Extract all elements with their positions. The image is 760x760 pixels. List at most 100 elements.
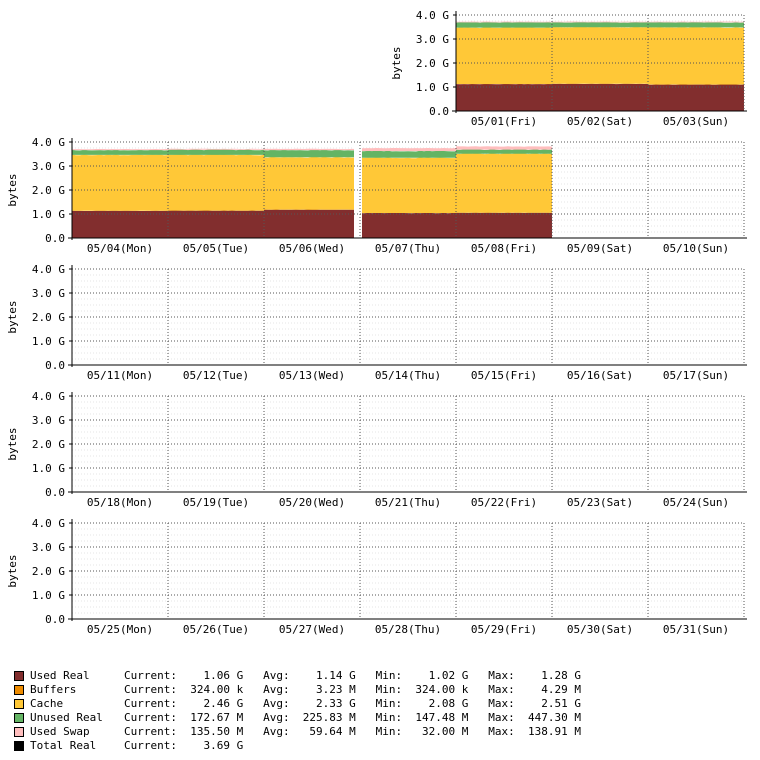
x-tick-label: 05/21(Thu) bbox=[375, 496, 441, 509]
x-tick-label: 05/19(Tue) bbox=[183, 496, 249, 509]
y-tick-label: 3.0 G bbox=[32, 160, 65, 173]
x-tick-label: 05/22(Fri) bbox=[471, 496, 537, 509]
x-tick-label: 05/26(Tue) bbox=[183, 623, 249, 636]
x-tick-label: 05/12(Tue) bbox=[183, 369, 249, 382]
x-tick-label: 05/24(Sun) bbox=[663, 496, 729, 509]
used-real-area bbox=[552, 83, 648, 111]
legend-swatch bbox=[14, 671, 24, 681]
cache-area bbox=[264, 156, 360, 210]
y-tick-label: 0.0 bbox=[429, 105, 449, 118]
y-tick-label: 1.0 G bbox=[32, 335, 65, 348]
x-tick-label: 05/14(Thu) bbox=[375, 369, 441, 382]
used-real-area bbox=[648, 84, 744, 111]
legend-item-buffers: Buffers Current: 324.00 k Avg: 3.23 M Min… bbox=[14, 683, 581, 697]
unused-real-area bbox=[456, 149, 552, 154]
y-tick-label: 0.0 bbox=[45, 486, 65, 499]
used-swap-area bbox=[360, 148, 456, 151]
legend-name: Total Real bbox=[30, 739, 97, 752]
unused-real-area bbox=[264, 149, 360, 158]
x-tick-label: 05/17(Sun) bbox=[663, 369, 729, 382]
used-swap-area bbox=[456, 146, 552, 150]
legend-item-used-real: Used Real Current: 1.06 G Avg: 1.14 G Min… bbox=[14, 669, 581, 683]
x-tick-label: 05/31(Sun) bbox=[663, 623, 729, 636]
x-tick-label: 05/07(Thu) bbox=[375, 242, 441, 255]
legend-item-used-swap: Used Swap Current: 135.50 M Avg: 59.64 M … bbox=[14, 725, 581, 739]
cache-area bbox=[360, 157, 456, 213]
x-tick-label: 05/04(Mon) bbox=[87, 242, 153, 255]
unused-real-area bbox=[552, 21, 648, 28]
y-tick-label: 0.0 bbox=[45, 359, 65, 372]
x-tick-label: 05/02(Sat) bbox=[567, 115, 633, 128]
used-real-area bbox=[456, 212, 552, 238]
x-tick-label: 05/25(Mon) bbox=[87, 623, 153, 636]
y-tick-label: 2.0 G bbox=[32, 184, 65, 197]
x-tick-label: 05/15(Fri) bbox=[471, 369, 537, 382]
x-tick-label: 05/06(Wed) bbox=[279, 242, 345, 255]
y-tick-label: 1.0 G bbox=[416, 81, 449, 94]
x-tick-label: 05/28(Thu) bbox=[375, 623, 441, 636]
legend-swatch bbox=[14, 699, 24, 709]
y-axis-label: bytes bbox=[6, 554, 19, 587]
legend-stats: Current: 135.50 M Avg: 59.64 M Min: 32.0… bbox=[124, 725, 581, 738]
y-tick-label: 4.0 G bbox=[416, 9, 449, 22]
memory-usage-chart: bytes 0.0 1.0 G 2.0 G 3.0 G 4.0 G 05/01(Fri) 05… bbox=[6, 9, 747, 636]
used-real-area bbox=[168, 210, 264, 238]
used-swap-area bbox=[264, 148, 360, 151]
y-tick-label: 2.0 G bbox=[32, 311, 65, 324]
y-axis-label: bytes bbox=[6, 173, 19, 206]
legend-item-unused-real: Unused Real Current: 172.67 M Avg: 225.83… bbox=[14, 711, 581, 725]
y-tick-label: 4.0 G bbox=[32, 263, 65, 276]
cache-area bbox=[552, 26, 648, 84]
legend-stats: Current: 324.00 k Avg: 3.23 M Min: 324.0… bbox=[124, 683, 581, 696]
used-real-area bbox=[72, 210, 168, 238]
used-swap-area bbox=[456, 21, 552, 23]
used-swap-area bbox=[168, 148, 264, 150]
x-tick-label: 05/09(Sat) bbox=[567, 242, 633, 255]
legend-stats: Current: 172.67 M Avg: 225.83 M Min: 147… bbox=[124, 711, 581, 724]
y-tick-label: 4.0 G bbox=[32, 517, 65, 530]
x-tick-label: 05/05(Tue) bbox=[183, 242, 249, 255]
x-tick-label: 05/27(Wed) bbox=[279, 623, 345, 636]
x-tick-label: 05/18(Mon) bbox=[87, 496, 153, 509]
x-tick-label: 05/29(Fri) bbox=[471, 623, 537, 636]
unused-real-area bbox=[648, 22, 744, 28]
y-tick-label: 2.0 G bbox=[32, 565, 65, 578]
unused-real-area bbox=[168, 149, 264, 155]
legend-swatch bbox=[14, 727, 24, 737]
used-swap-area bbox=[552, 21, 648, 23]
x-tick-label: 05/13(Wed) bbox=[279, 369, 345, 382]
x-tick-label: 05/30(Sat) bbox=[567, 623, 633, 636]
legend-stats: Current: 3.69 G bbox=[124, 739, 244, 752]
cache-area bbox=[72, 154, 168, 211]
x-tick-label: 05/03(Sun) bbox=[663, 115, 729, 128]
x-tick-label: 05/23(Sat) bbox=[567, 496, 633, 509]
x-tick-label: 05/11(Mon) bbox=[87, 369, 153, 382]
x-tick-label: 05/01(Fri) bbox=[471, 115, 537, 128]
y-tick-label: 1.0 G bbox=[32, 208, 65, 221]
x-tick-label: 05/16(Sat) bbox=[567, 369, 633, 382]
legend-stats: Current: 1.06 G Avg: 1.14 G Min: 1.02 G … bbox=[124, 669, 581, 682]
legend-name: Used Swap bbox=[30, 725, 90, 738]
used-real-area bbox=[456, 83, 552, 111]
y-tick-label: 2.0 G bbox=[32, 438, 65, 451]
cache-area bbox=[648, 27, 744, 85]
y-tick-label: 0.0 bbox=[45, 232, 65, 245]
used-real-area bbox=[264, 209, 360, 238]
y-tick-label: 4.0 G bbox=[32, 136, 65, 149]
unused-real-area bbox=[360, 150, 456, 158]
y-tick-label: 0.0 bbox=[45, 613, 65, 626]
legend-swatch bbox=[14, 713, 24, 723]
chart-legend: Used Real Current: 1.06 G Avg: 1.14 G Min… bbox=[14, 669, 581, 753]
legend-name: Unused Real bbox=[30, 711, 103, 724]
y-axis-label: bytes bbox=[390, 46, 403, 79]
y-tick-label: 1.0 G bbox=[32, 462, 65, 475]
legend-name: Cache bbox=[30, 697, 64, 710]
cache-area bbox=[456, 153, 552, 213]
used-real-area bbox=[360, 212, 456, 238]
cache-area bbox=[168, 154, 264, 211]
legend-item-cache: Cache Current: 2.46 G Avg: 2.33 G Min: 2.… bbox=[14, 697, 581, 711]
y-tick-label: 3.0 G bbox=[416, 33, 449, 46]
legend-item-total-real: Total Real Current: 3.69 G bbox=[14, 739, 581, 753]
y-axis-label: bytes bbox=[6, 300, 19, 333]
y-tick-label: 3.0 G bbox=[32, 287, 65, 300]
